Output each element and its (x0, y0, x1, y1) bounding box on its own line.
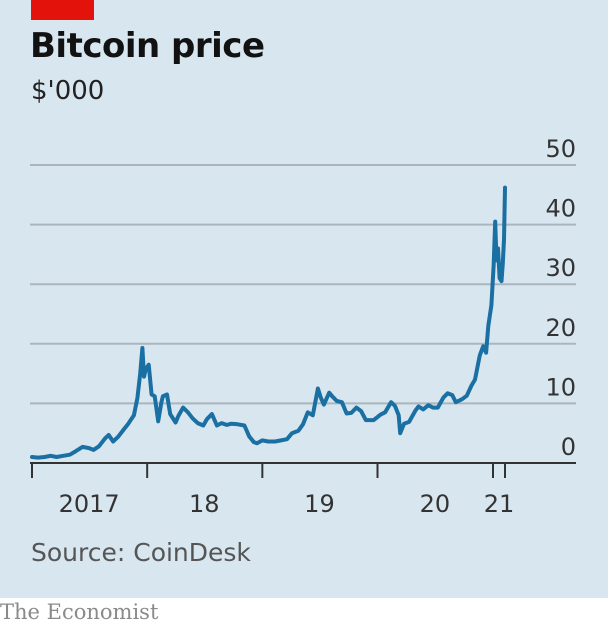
price-line (30, 185, 507, 460)
chart-title: Bitcoin price (30, 26, 265, 66)
y-tick-label: 20 (545, 314, 576, 342)
y-tick-label: 50 (545, 135, 576, 163)
x-tick-label: 2017 (59, 490, 120, 518)
x-tick-label: 21 (484, 490, 515, 518)
y-tick-label: 30 (545, 254, 576, 282)
line-chart: 0 10 20 30 40 50 2017 18 19 20 21 (30, 135, 576, 518)
chart-unit: $'000 (31, 76, 105, 106)
x-tick-label: 19 (304, 490, 335, 518)
chart-panel: Bitcoin price $'000 0 10 20 30 40 50 2017 18 19 2… (0, 0, 608, 598)
y-tick-label: 10 (545, 373, 576, 401)
source-note: Source: CoinDesk (31, 538, 251, 567)
y-tick-label: 40 (545, 195, 576, 223)
x-tick-label: 18 (189, 490, 220, 518)
brand-red-bar (31, 0, 94, 20)
y-tick-label: 0 (561, 433, 576, 461)
publisher-name: The Economist (0, 600, 159, 624)
x-tick-label: 20 (420, 490, 451, 518)
